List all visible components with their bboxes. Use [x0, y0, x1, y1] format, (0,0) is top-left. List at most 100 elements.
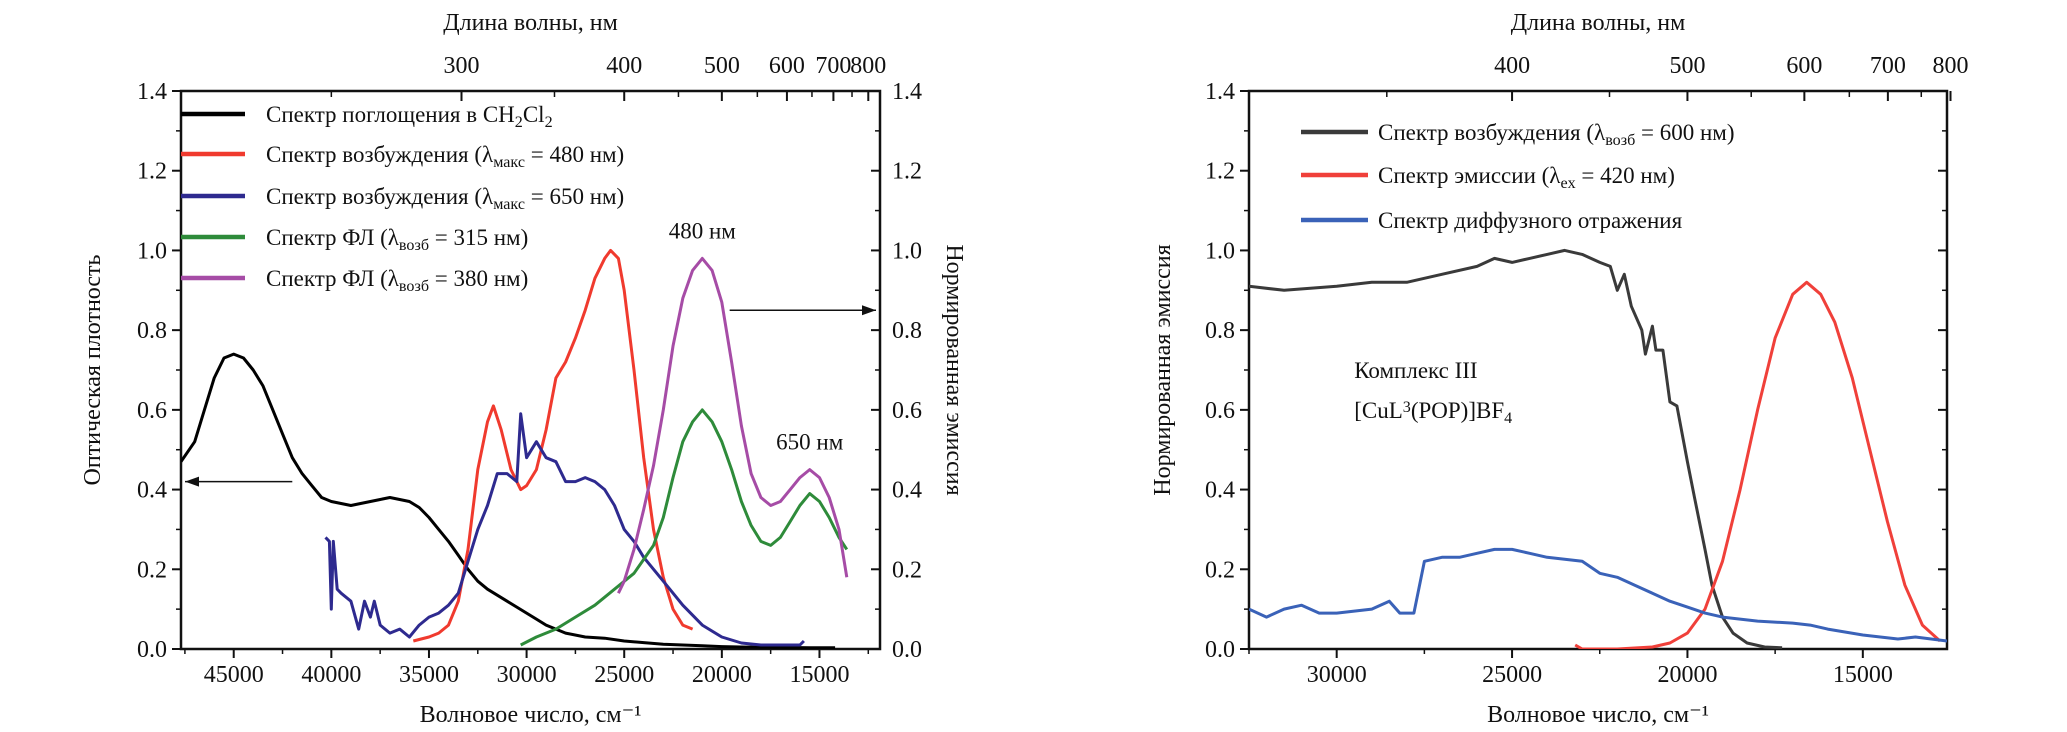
- y-tick-label: 1.2: [137, 159, 167, 185]
- y-axis-title: Нормированная эмиссия: [1150, 244, 1176, 495]
- subscript: макс: [493, 154, 525, 171]
- subscript: возб: [399, 237, 429, 254]
- arrow-head: [185, 476, 199, 487]
- y-tick-label: 0.0: [137, 637, 167, 663]
- plot-frame: [179, 89, 882, 651]
- x-tick-label: 20000: [692, 662, 752, 688]
- y-tick-label: 1.0: [137, 238, 167, 264]
- y-right-tick-label: 1.2: [892, 159, 922, 185]
- series-line-1: [412, 248, 694, 643]
- text-segment: [CuL: [1354, 398, 1403, 423]
- x-axis-title: Волновое число, см⁻¹: [1487, 702, 1709, 728]
- subscript: возб: [1605, 132, 1635, 149]
- subscript: 2: [515, 114, 523, 131]
- text-segment: Спектр эмиссии (λ: [1378, 163, 1561, 188]
- x-tick-label: 15000: [1833, 662, 1893, 688]
- y-right-axis-title: Нормированная эмиссия: [941, 244, 967, 495]
- x-tick-label: 35000: [399, 662, 459, 688]
- subscript: 2: [545, 114, 553, 131]
- legend-label: Спектр эмиссии (λex = 420 нм): [1378, 163, 1675, 192]
- text-segment: Спектр возбуждения (λ: [266, 142, 494, 167]
- y-tick-label: 1.0: [1205, 238, 1235, 264]
- annotation: 650 нм: [776, 430, 844, 455]
- top-tick-label: 800: [1933, 53, 1969, 79]
- text-segment: Спектр возбуждения (λ: [266, 184, 494, 209]
- text-segment: Cl: [523, 102, 545, 127]
- x-tick-label: 15000: [789, 662, 849, 688]
- subscript: возб: [399, 278, 429, 295]
- x-tick-label: 45000: [204, 662, 264, 688]
- y-right-tick-label: 0.6: [892, 398, 922, 424]
- top-tick-label: 700: [815, 53, 851, 79]
- top-tick-label: 300: [444, 53, 480, 79]
- text-segment: Спектр возбуждения (λ: [1378, 120, 1606, 145]
- text-segment: Спектр диффузного отражения: [1378, 208, 1683, 233]
- top-tick-label: 400: [1494, 53, 1530, 79]
- legend-label: Спектр ФЛ (λвозб = 380 нм): [266, 266, 528, 295]
- y-tick-label: 0.0: [1205, 637, 1235, 663]
- annotation: 480 нм: [669, 218, 737, 243]
- y-right-tick-label: 1.4: [892, 79, 922, 105]
- annotation: [CuL3(POP)]BF4: [1354, 398, 1512, 427]
- y-right-tick-label: 0.8: [892, 318, 922, 344]
- top-tick-label: 500: [1669, 53, 1705, 79]
- series-line-4: [617, 256, 849, 594]
- legend-label: Спектр возбуждения (λмакс = 650 нм): [266, 184, 624, 213]
- arrow-head: [862, 305, 876, 316]
- x-tick-label: 25000: [1482, 662, 1542, 688]
- series-line-0: [1249, 248, 1783, 649]
- y-tick-label: 1.4: [137, 79, 167, 105]
- top-tick-label: 700: [1870, 53, 1906, 79]
- annotation: Комплекс III: [1354, 358, 1477, 383]
- top-tick-label: 600: [1786, 53, 1822, 79]
- subscript: 4: [1504, 410, 1512, 427]
- text-segment: Спектр ФЛ (λ: [266, 266, 400, 291]
- text-segment: = 600 нм): [1635, 120, 1734, 145]
- top-tick-label: 400: [606, 53, 642, 79]
- y-tick-label: 0.2: [137, 557, 167, 583]
- superscript: 3: [1403, 398, 1411, 415]
- legend-label: Спектр диффузного отражения: [1378, 208, 1683, 233]
- top-tick-label: 500: [704, 53, 740, 79]
- x-tick-label: 20000: [1657, 662, 1717, 688]
- text-segment: Спектр ФЛ (λ: [266, 225, 400, 250]
- y-tick-label: 0.4: [1205, 478, 1235, 504]
- text-segment: Спектр поглощения в CH: [266, 102, 515, 127]
- x-axis-title: Волновое число, см⁻¹: [420, 702, 642, 728]
- y-right-tick-label: 1.0: [892, 238, 922, 264]
- text-segment: = 380 нм): [429, 266, 528, 291]
- text-segment: = 650 нм): [525, 184, 624, 209]
- left-chart: 0.0 0.0 0.2 0.2 0.4 0.4 0.6 0.6 0.8 0.8 1.0 1.0 1.2 1…: [80, 10, 967, 728]
- y-tick-label: 0.6: [1205, 398, 1235, 424]
- y-tick-label: 0.8: [137, 318, 167, 344]
- legend-label: Спектр возбуждения (λвозб = 600 нм): [1378, 120, 1735, 149]
- y-tick-label: 0.2: [1205, 557, 1235, 583]
- series-line-3: [520, 408, 849, 647]
- text-segment: = 420 нм): [1576, 163, 1675, 188]
- text-segment: (POP)]BF: [1411, 398, 1504, 423]
- legend-label: Спектр поглощения в CH2Cl2: [266, 102, 553, 131]
- text-segment: = 480 нм): [525, 142, 624, 167]
- top-tick-label: 600: [769, 53, 805, 79]
- y-tick-label: 1.2: [1205, 159, 1235, 185]
- x-tick-label: 30000: [497, 662, 557, 688]
- top-axis-title: Длина волны, нм: [443, 10, 618, 36]
- y-tick-label: 0.8: [1205, 318, 1235, 344]
- top-tick-label: 800: [850, 53, 886, 79]
- x-tick-label: 25000: [594, 662, 654, 688]
- series-line-2: [1249, 547, 1947, 643]
- right-chart: 0.0 0.2 0.4 0.6 0.8 1.0 1.2 1.4 30000 25000 20000 1…: [1150, 10, 1969, 728]
- y-tick-label: 0.4: [137, 478, 167, 504]
- legend-label: Спектр возбуждения (λмакс = 480 нм): [266, 142, 624, 171]
- y-tick-label: 1.4: [1205, 79, 1235, 105]
- series-line-2: [324, 412, 805, 647]
- subscript: ex: [1560, 175, 1575, 192]
- y-axis-title: Оптическая плотность: [80, 254, 106, 485]
- subscript: макс: [493, 196, 525, 213]
- series-line-1: [1574, 280, 1942, 649]
- x-tick-label: 40000: [301, 662, 361, 688]
- legend-label: Спектр ФЛ (λвозб = 315 нм): [266, 225, 528, 254]
- top-axis-title: Длина волны, нм: [1511, 10, 1686, 36]
- y-right-tick-label: 0.4: [892, 478, 922, 504]
